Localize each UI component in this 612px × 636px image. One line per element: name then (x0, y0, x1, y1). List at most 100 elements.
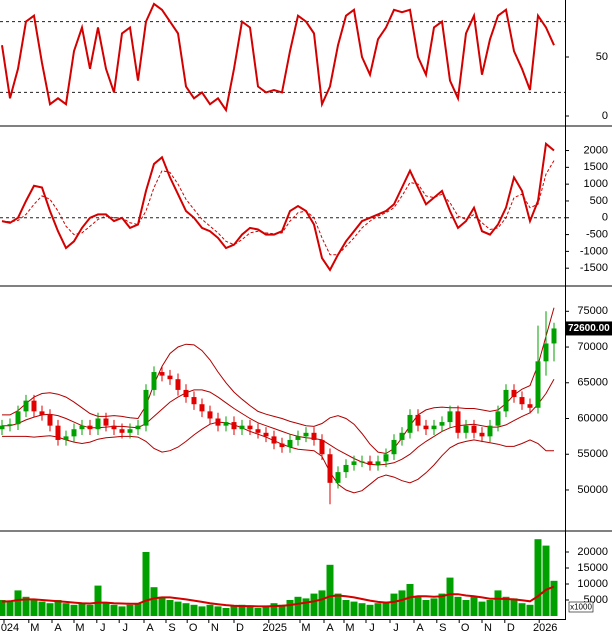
x-tick-label: A (416, 622, 424, 634)
candle-body (159, 372, 165, 376)
volume-bar (406, 584, 414, 616)
x-tick-label: S (168, 622, 175, 634)
volume-bar (174, 601, 182, 616)
unit-label: x1000 (570, 603, 592, 612)
candle-body (391, 439, 397, 455)
x-tick-label: J (369, 622, 375, 634)
y-tick-label: 75000 (577, 305, 608, 317)
candle-body (215, 418, 221, 426)
volume-bar (526, 604, 534, 616)
candle-body (487, 425, 493, 437)
y-tick-label: 60000 (577, 412, 608, 424)
volume-bar (454, 596, 462, 616)
x-tick-label: M (30, 622, 39, 634)
volume-bar (126, 604, 134, 616)
x-tick-label: 2026 (533, 622, 557, 634)
last-price-label: 72600.00 (568, 323, 610, 334)
volume-bar (438, 593, 446, 616)
volume-bar (422, 600, 430, 616)
y-tick-label: 1500 (584, 161, 608, 173)
y-tick-label: 50000 (577, 484, 608, 496)
candle-body (303, 432, 309, 437)
candle-body (503, 389, 509, 412)
line (1, 585, 555, 608)
x-tick-label: M (75, 622, 84, 634)
candle-body (479, 432, 485, 437)
candle-body (71, 429, 77, 437)
candle-body (351, 461, 357, 465)
candle-body (63, 436, 69, 440)
candle-body (39, 411, 45, 415)
volume-bar (334, 593, 342, 616)
volume-bar (342, 600, 350, 616)
volume-bar (14, 590, 22, 616)
candle-body (143, 389, 149, 426)
x-tick-label: A (54, 622, 62, 634)
candle-body (287, 439, 293, 448)
candle-body (319, 439, 325, 455)
y-tick-label: -1000 (580, 245, 608, 257)
volume-bar (310, 593, 318, 616)
y-tick-label: 0 (602, 110, 608, 122)
line (2, 378, 555, 466)
candle-body (399, 432, 405, 440)
candle-body (79, 425, 85, 430)
y-tick-label: 70000 (577, 341, 608, 353)
y-tick-label: 2000 (584, 144, 608, 156)
candle-body (375, 461, 381, 465)
y-tick-label: -1500 (580, 262, 608, 274)
candle-body (527, 404, 533, 408)
candle-body (23, 400, 29, 412)
x-tick-label: J (100, 622, 106, 634)
candle-body (119, 429, 125, 433)
candle-body (167, 375, 173, 380)
volume-bar (182, 603, 190, 616)
volume-bar (374, 603, 382, 616)
volume-bar (230, 606, 238, 616)
x-tick-label: A (146, 622, 154, 634)
x-tick-label: D (507, 622, 515, 634)
line (2, 307, 555, 455)
candle-body (231, 422, 237, 430)
candle-body (463, 425, 469, 433)
volume-bar (270, 603, 278, 616)
candle-body (455, 411, 461, 433)
volume-bar (326, 564, 334, 616)
volume-bar (222, 608, 230, 616)
candle-body (55, 425, 61, 440)
line (2, 421, 554, 494)
volume-bar (502, 596, 510, 616)
candle-body (191, 397, 197, 405)
volume-bar (542, 545, 550, 616)
line (1, 2, 555, 113)
candle-body (447, 411, 453, 423)
candle-body (415, 414, 421, 426)
volume-bar (254, 608, 262, 616)
candle-body (519, 397, 525, 405)
candle-body (367, 461, 373, 465)
candle-body (199, 404, 205, 412)
volume-bar (102, 603, 110, 616)
x-tick-label: O (461, 622, 470, 634)
volume-bar (382, 601, 390, 616)
candle-body (471, 425, 477, 433)
candle-body (335, 472, 341, 483)
y-tick-label: 1000 (584, 178, 608, 190)
candle-body (183, 389, 189, 398)
x-tick-label: 2025 (263, 622, 287, 634)
x-tick-label: A (326, 622, 334, 634)
volume-bar (238, 604, 246, 616)
candle-body (135, 425, 141, 430)
candle-body (263, 432, 269, 437)
volume-bar (198, 606, 206, 616)
volume-bar (286, 600, 294, 616)
x-tick-label: M (301, 622, 310, 634)
candle-body (175, 379, 181, 390)
volume-bar (86, 604, 94, 616)
volume-bar (358, 603, 366, 616)
x-tick-label: J (122, 622, 128, 634)
volume-bar (214, 606, 222, 616)
candle-body (327, 454, 333, 483)
volume-bar (494, 590, 502, 616)
